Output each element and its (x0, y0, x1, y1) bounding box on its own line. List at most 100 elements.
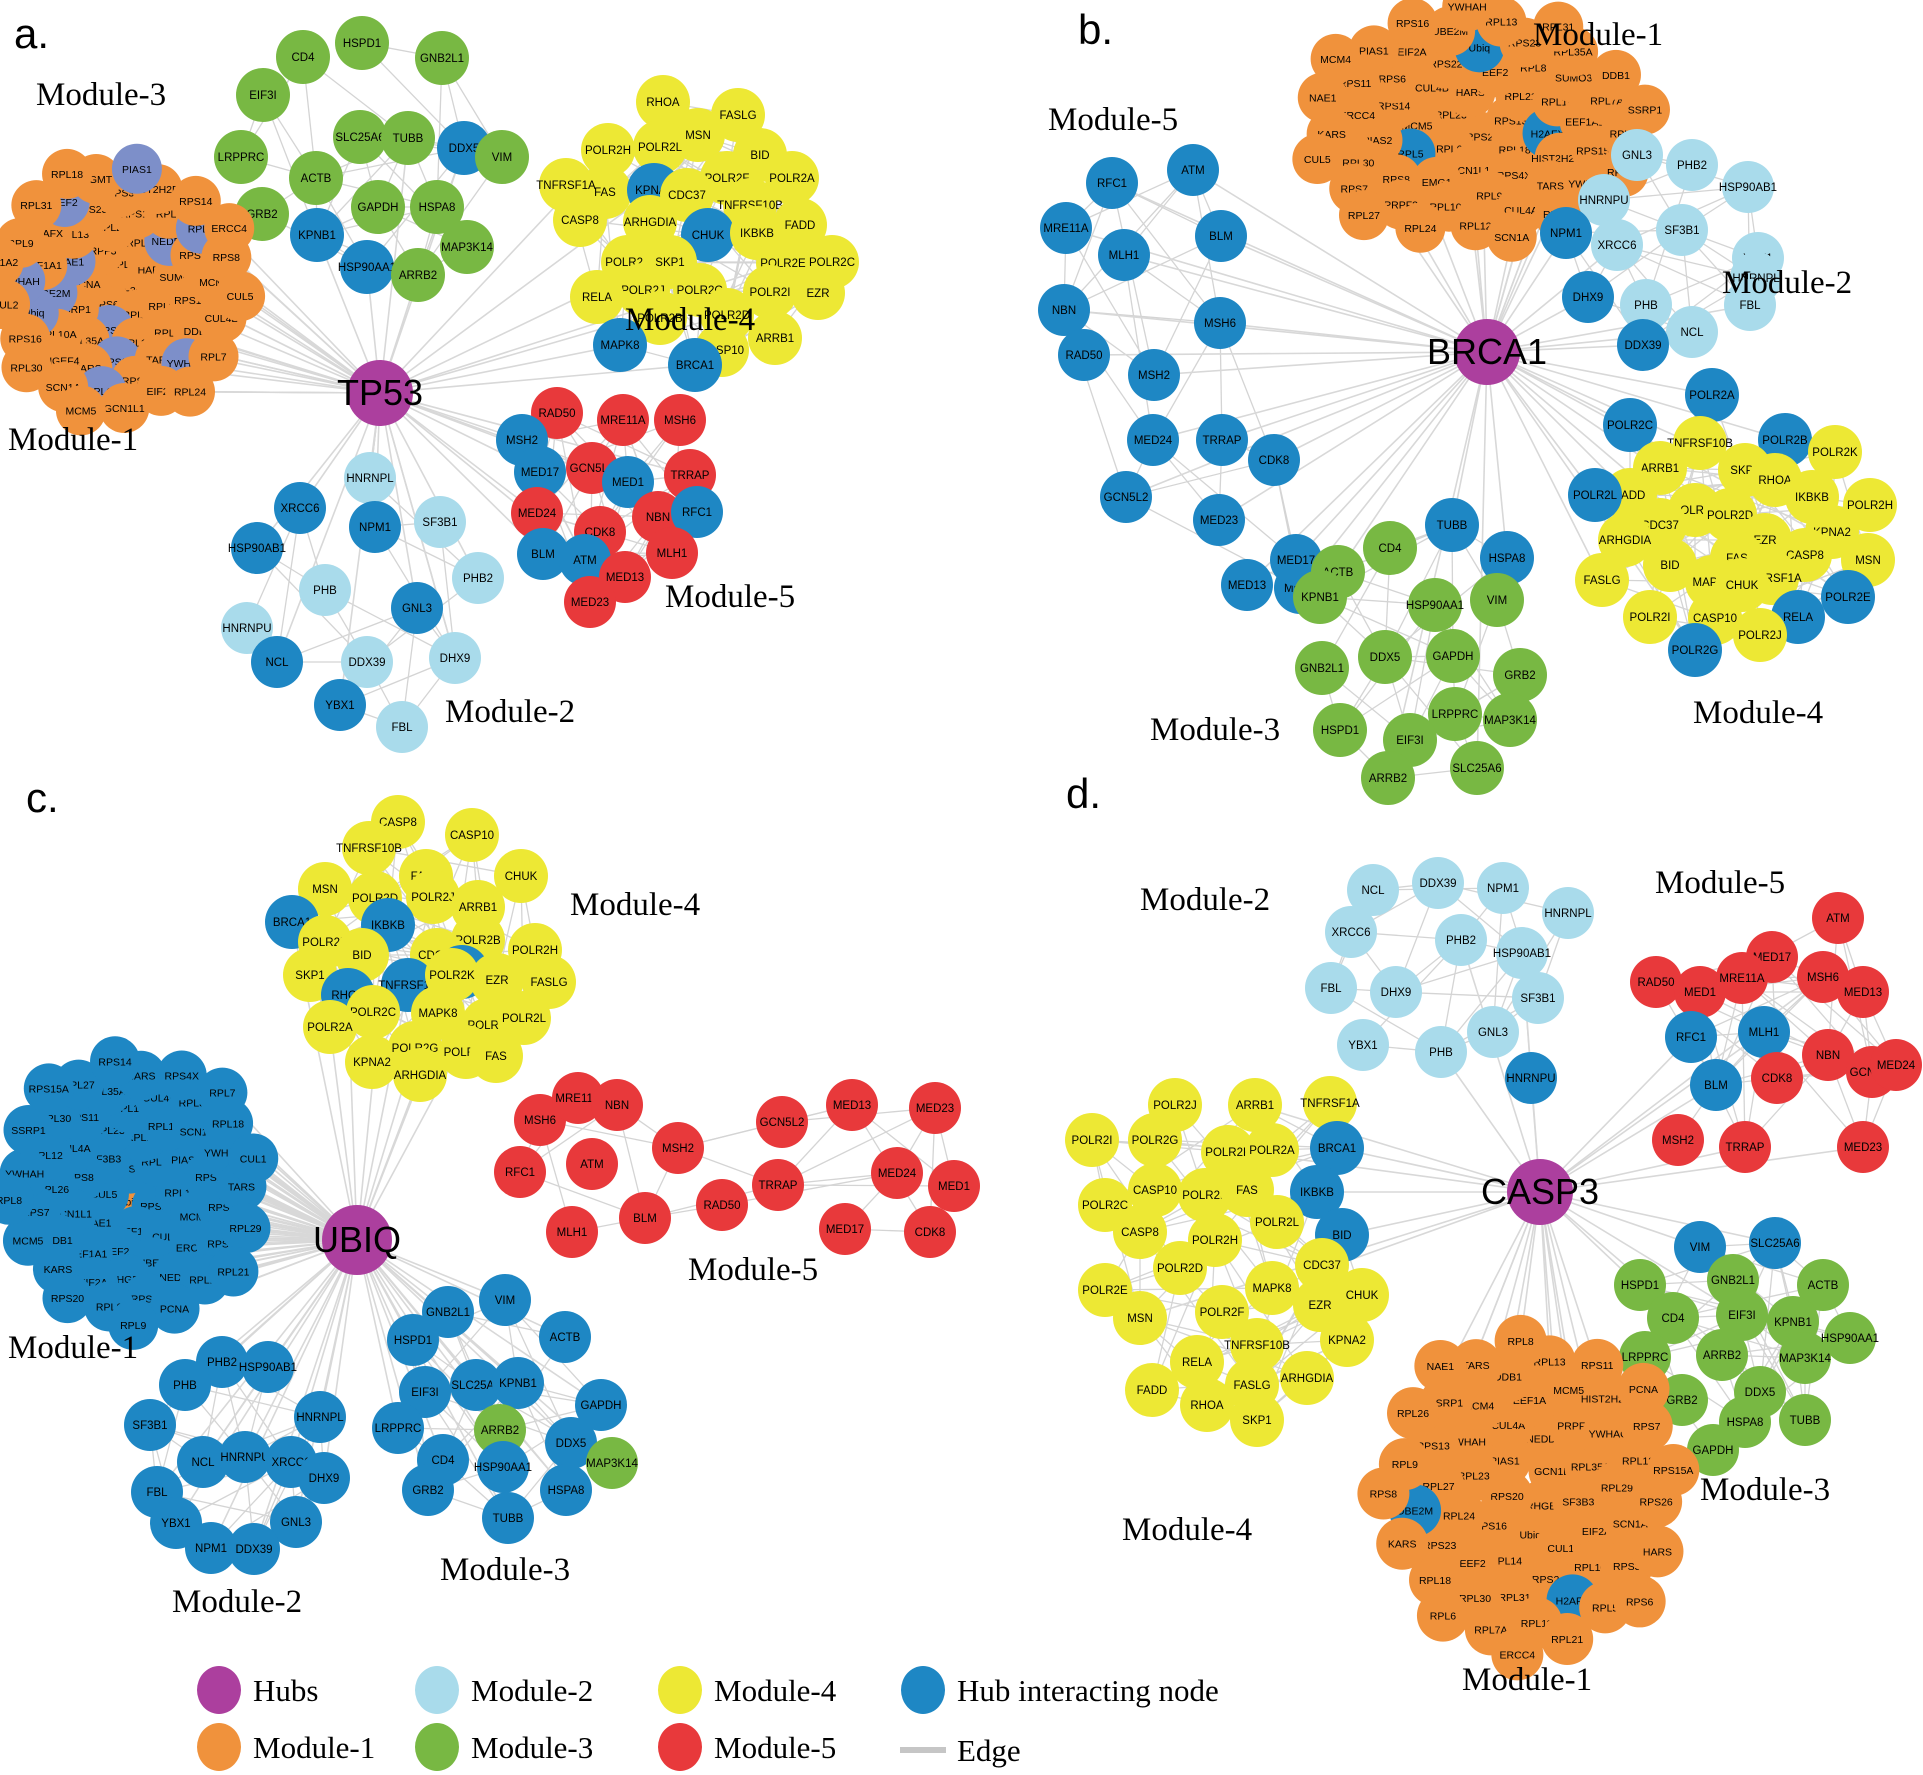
node-label: PCNA (1629, 1384, 1658, 1396)
node-label: EEF1A2 (0, 257, 18, 269)
network-node (1414, 1339, 1467, 1392)
node-label: HARS (1456, 87, 1485, 99)
node-label: RPS15A (29, 1083, 69, 1095)
network-node (111, 143, 162, 194)
node-label: POLR2H (512, 945, 558, 957)
network-node (826, 1079, 878, 1131)
node-label: MAPK8 (601, 340, 640, 352)
node-label: RFC1 (505, 1167, 535, 1179)
node-label: HNRNPL (1544, 908, 1592, 920)
node-label: DDX39 (348, 657, 385, 669)
hub-node (1507, 1159, 1573, 1225)
node-label: RPL27 (1348, 210, 1380, 222)
network-node (1467, 1006, 1519, 1058)
network-node (1415, 1026, 1467, 1078)
node-label: POLR2G (1672, 645, 1719, 657)
node-label: KPNA2 (353, 1057, 391, 1069)
node-label: HSPA8 (1489, 553, 1526, 565)
network-node (1335, 1268, 1389, 1322)
node-label: RPL24 (1404, 223, 1436, 235)
node-label: MSN (312, 884, 338, 896)
network-node (1245, 1123, 1299, 1177)
node-label: TARS (228, 1181, 255, 1193)
node-label: PHB2 (207, 1357, 237, 1369)
node-label: RPS4X (165, 1071, 199, 1083)
node-label: CUL1 (1547, 1543, 1574, 1555)
network-node (1305, 962, 1357, 1014)
node-label: ACTB (301, 173, 332, 185)
node-label: GCN5L2 (1104, 492, 1149, 504)
module-label: Module-3 (440, 1552, 570, 1588)
network-node (1494, 1314, 1547, 1367)
node-label: RPL24 (174, 387, 206, 399)
node-label: POLR2C (1607, 420, 1653, 432)
node-label: RPL29 (1601, 1483, 1633, 1495)
network-node (422, 1286, 474, 1338)
node-label: ATM (1826, 913, 1849, 925)
node-label: RPL12 (1459, 220, 1491, 232)
node-label: RPS14 (1377, 100, 1410, 112)
node-label: CASP8 (1121, 1227, 1159, 1239)
node-label: ARHGDIA (1281, 1373, 1334, 1385)
node-label: SKP1 (655, 257, 684, 269)
node-label: EEF1A2 (1513, 1395, 1552, 1407)
node-label: NPM1 (1487, 883, 1519, 895)
network-node (1370, 966, 1422, 1018)
network-node (445, 808, 499, 862)
network-node (124, 1399, 176, 1451)
node-label: VIM (495, 1295, 515, 1307)
network-node (204, 203, 255, 254)
network-node (1416, 1589, 1469, 1642)
node-label: RPL5 (1592, 1602, 1618, 1614)
node-label: HSP90AA1 (1406, 600, 1464, 612)
node-label: RPL21 (1505, 91, 1537, 103)
node-label: RPS20 (51, 1293, 84, 1305)
node-label: CUL5 (1304, 154, 1331, 166)
network-node (1837, 966, 1889, 1018)
node-label: UBE2M (1397, 1505, 1433, 1517)
node-label: LRPPRC (1432, 709, 1479, 721)
network-node (341, 636, 393, 688)
network-node (1779, 1394, 1831, 1446)
node-label: CASP10 (450, 830, 494, 842)
node-label: FADD (1615, 490, 1646, 502)
network-node (1620, 1400, 1673, 1453)
node-label: ERCC4 (211, 223, 247, 235)
node-label: POLR2G (1132, 1135, 1179, 1147)
edge (1486, 351, 1786, 441)
hub-node (322, 1205, 392, 1275)
edge (1295, 351, 1488, 561)
module-label: Module-1 (8, 422, 138, 458)
node-label: HSPD1 (1321, 725, 1359, 737)
network-node (11, 180, 62, 231)
network-node (1320, 1313, 1374, 1367)
node-label: RFC1 (1097, 178, 1127, 190)
node-label: HSPA8 (548, 1485, 585, 1497)
node-label: CUL5 (227, 291, 254, 303)
network-node (1295, 641, 1349, 695)
network-node (1426, 629, 1480, 683)
node-label: NBN (605, 1100, 629, 1112)
node-label: ARRB1 (1641, 463, 1679, 475)
network-node (450, 1359, 502, 1411)
network-node (1696, 1329, 1748, 1381)
network-node (494, 849, 548, 903)
network-node (559, 534, 611, 586)
module-label: Module-4 (1122, 1512, 1252, 1548)
network-node (1100, 471, 1152, 523)
network-node (289, 151, 343, 205)
hub-label: CASP3 (1481, 1171, 1599, 1212)
network-node (566, 1138, 618, 1190)
node-label: NBN (1052, 305, 1076, 317)
network-node (633, 120, 687, 174)
node-label: RPL9 (1392, 1459, 1418, 1471)
network-node (1170, 1335, 1224, 1389)
edge (1219, 322, 1488, 353)
node-label: RPL7A (1474, 1624, 1507, 1636)
network-node (1230, 1393, 1284, 1447)
node-label: MED17 (826, 1224, 864, 1236)
network-node (214, 130, 268, 184)
node-label: EZR (486, 975, 509, 987)
node-label: SLC25A6 (1750, 1238, 1799, 1250)
network-node (748, 311, 802, 365)
